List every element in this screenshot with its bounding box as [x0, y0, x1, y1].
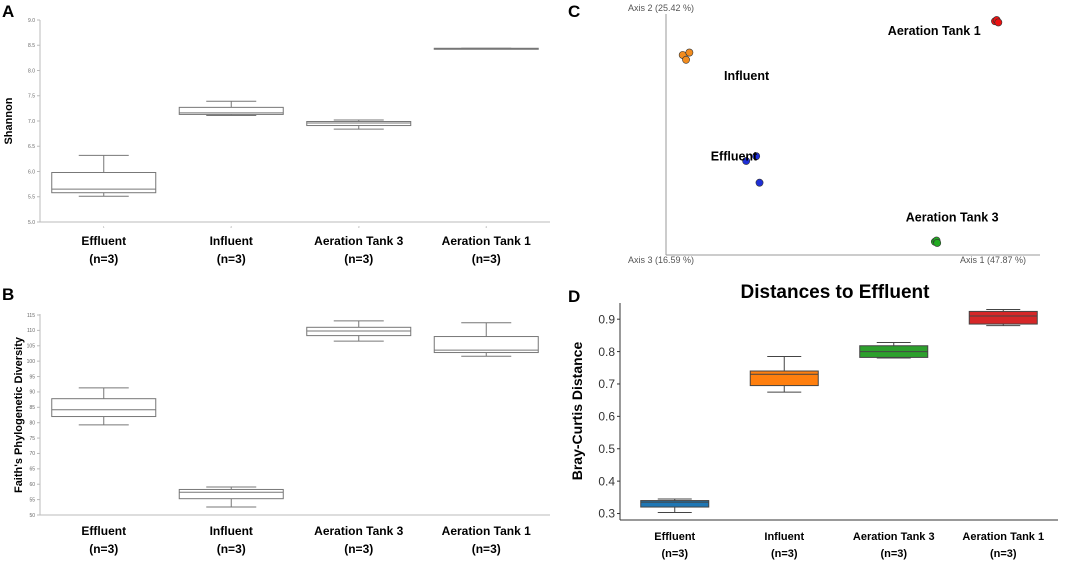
panel-b-box-4	[433, 336, 539, 354]
panel-c-point-aeration-tank-3	[933, 239, 942, 247]
panel-a-box-1	[51, 172, 157, 194]
panel-a-category-sublabel: (n=3)	[472, 252, 501, 266]
panel-a-box-3	[306, 121, 412, 127]
panel-d-category-sublabel: (n=3)	[661, 548, 688, 560]
panel-a-category-label: Aeration Tank 1	[442, 234, 531, 248]
panel-d-category-sublabel: (n=3)	[771, 548, 798, 560]
panel-a-category-label: Aeration Tank 3	[314, 234, 403, 248]
panel-letter-b: B	[2, 285, 14, 304]
panel-b-y-label: Faith's Phylogenetic Diversity	[13, 336, 25, 493]
panel-d-y-tick-label: 0.6	[598, 410, 615, 424]
panel-b-category-sublabel: (n=3)	[472, 542, 501, 556]
panel-c-point-effluent	[752, 152, 761, 161]
panel-b-y-tick-label: 110	[27, 328, 35, 334]
panel-a-y-tick-label: 8.0	[28, 68, 35, 74]
panel-a-shannon-chart: Shannon 5.0 5.5 6.0 6.5 7.0 7.5 8.0 8.5 9.0 1 Effl…	[3, 18, 550, 266]
panel-b-y-tick-label: 105	[27, 344, 36, 350]
panel-d-y-tick-label: 0.8	[598, 345, 615, 359]
panel-a-box-2	[178, 106, 284, 115]
panel-a-y-tick-label: 5.5	[28, 195, 35, 201]
panel-d-y-tick-label: 0.5	[598, 442, 615, 456]
panel-d-category-label: Influent	[764, 531, 804, 543]
panel-b-faith-pd-chart: Faith's Phylogenetic Diversity 50 55 60 65 7…	[13, 313, 550, 556]
panel-b-box-1	[51, 398, 157, 418]
panel-d-box-1	[640, 500, 710, 508]
panel-a-y-tick-label: 6.5	[28, 144, 35, 150]
panel-a-category-sublabel: (n=3)	[344, 252, 373, 266]
panel-b-y-tick-label: 90	[29, 390, 35, 396]
panel-a-x-tick-mark: 3	[358, 225, 360, 229]
panel-a-category-sublabel: (n=3)	[89, 252, 118, 266]
panel-b-category-label: Influent	[210, 524, 253, 538]
panel-c-group-label-aeration-tank-3: Aeration Tank 3	[906, 211, 999, 225]
panel-d-category-sublabel: (n=3)	[880, 548, 907, 560]
panel-a-category-label: Effluent	[81, 234, 126, 248]
panel-b-y-tick-label: 80	[29, 420, 35, 426]
panel-a-category-sublabel: (n=3)	[217, 252, 246, 266]
panel-a-y-tick-label: 8.5	[28, 43, 35, 49]
panel-d-category-label: Aeration Tank 3	[853, 531, 935, 543]
panel-b-y-tick-label: 65	[29, 467, 35, 473]
panel-b-y-tick-label: 55	[29, 497, 35, 503]
panel-a-y-tick-label: 6.0	[28, 169, 35, 175]
panel-c-group-label-aeration-tank-1: Aeration Tank 1	[888, 24, 981, 38]
panel-b-y-tick-label: 50	[29, 513, 35, 519]
panel-d-category-sublabel: (n=3)	[990, 548, 1017, 560]
panel-b-y-tick-label: 70	[29, 451, 35, 457]
panel-d-y-tick-label: 0.4	[598, 474, 615, 488]
panel-b-category-label: Aeration Tank 1	[442, 524, 531, 538]
panel-d-category-label: Effluent	[654, 531, 695, 543]
panel-d-box-2	[749, 370, 819, 387]
panel-d-y-tick-label: 0.3	[598, 507, 615, 521]
panel-a-y-label: Shannon	[3, 97, 15, 144]
panel-c-group-label-effluent: Effluent	[711, 150, 758, 164]
panel-a-x-tick-mark: 1	[103, 225, 105, 229]
panel-letter-a: A	[2, 2, 14, 21]
panel-c-pcoa-plot: Axis 2 (25.42 %) Axis 3 (16.59 %) Axis 1…	[628, 3, 1040, 265]
panel-d-y-label: Bray-Curtis Distance	[569, 342, 585, 481]
panel-d-y-tick-label: 0.7	[598, 377, 615, 391]
panel-b-category-sublabel: (n=3)	[89, 542, 118, 556]
panel-c-group-label-influent: Influent	[724, 69, 770, 83]
panel-b-category-sublabel: (n=3)	[344, 542, 373, 556]
panel-d-box-4	[968, 310, 1038, 325]
panel-b-y-tick-label: 85	[29, 405, 35, 411]
panel-letter-c: C	[568, 2, 580, 21]
panel-c-point-effluent	[742, 157, 751, 165]
panel-letter-d: D	[568, 287, 580, 306]
panel-d-bray-curtis-chart: Distances to Effluent Bray-Curtis Distan…	[569, 282, 1058, 560]
panel-a-category-label: Influent	[210, 234, 253, 248]
panel-c-point-effluent	[755, 178, 764, 187]
panel-d-category-label: Aeration Tank 1	[962, 531, 1044, 543]
panel-a-y-tick-label: 7.0	[28, 119, 35, 125]
panel-c-point-aeration-tank-1	[994, 18, 1003, 27]
panel-c-axis-3-label: Axis 3 (16.59 %)	[628, 255, 694, 265]
panel-a-y-tick-label: 7.5	[28, 94, 35, 100]
panel-c-axis-2-label: Axis 2 (25.42 %)	[628, 3, 694, 13]
panel-b-y-tick-label: 95	[29, 374, 35, 380]
panel-c-point-influent	[682, 55, 690, 64]
panel-c-point-influent	[685, 48, 694, 57]
panel-a-y-tick-label: 9.0	[28, 18, 35, 24]
panel-c-axis-1-label: Axis 1 (47.87 %)	[960, 255, 1026, 265]
panel-a-y-tick-label: 5.0	[28, 220, 35, 226]
panel-b-category-sublabel: (n=3)	[217, 542, 246, 556]
panel-d-title: Distances to Effluent	[741, 282, 931, 303]
panel-a-x-tick-mark: 4	[485, 225, 487, 229]
panel-b-category-label: Aeration Tank 3	[314, 524, 403, 538]
panel-b-category-label: Effluent	[81, 524, 126, 538]
panel-b-box-2	[178, 488, 284, 500]
panel-d-y-tick-label: 0.9	[598, 312, 615, 326]
panel-b-y-tick-label: 100	[27, 359, 36, 365]
panel-b-y-tick-label: 60	[29, 482, 35, 488]
panel-b-y-tick-label: 115	[27, 313, 35, 319]
panel-b-y-tick-label: 75	[29, 436, 35, 442]
panel-a-x-tick-mark: 2	[230, 225, 232, 229]
